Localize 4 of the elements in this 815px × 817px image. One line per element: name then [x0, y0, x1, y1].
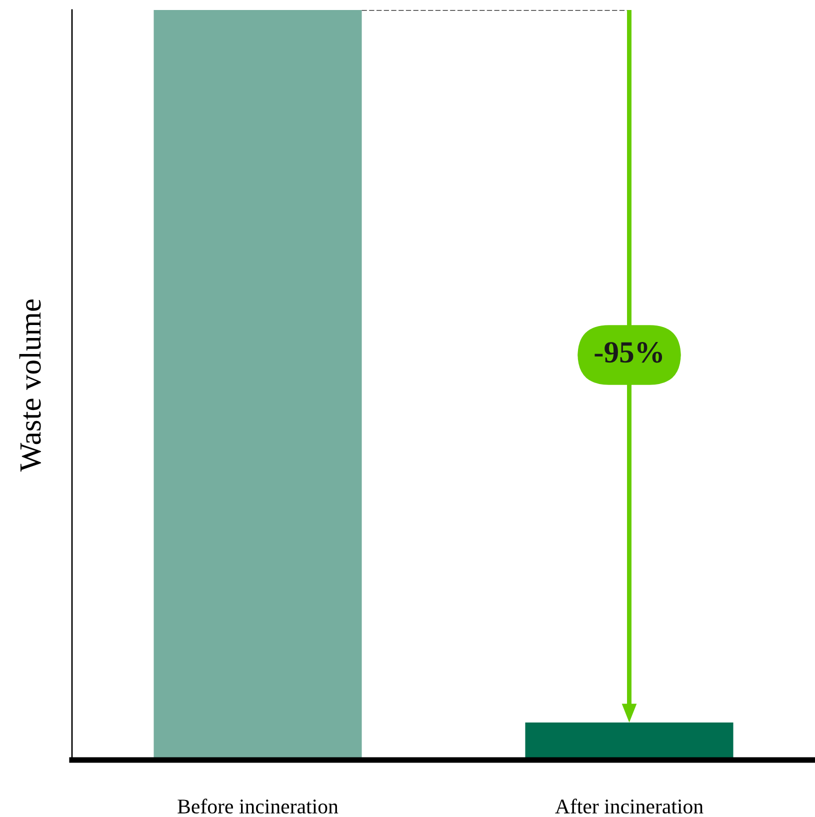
x-tick-label: Before incineration [178, 798, 338, 814]
annotation: -95% [594, 342, 662, 363]
x-tick-label: After incineration [555, 798, 704, 814]
y-axis-title: Waste volume [19, 299, 41, 472]
